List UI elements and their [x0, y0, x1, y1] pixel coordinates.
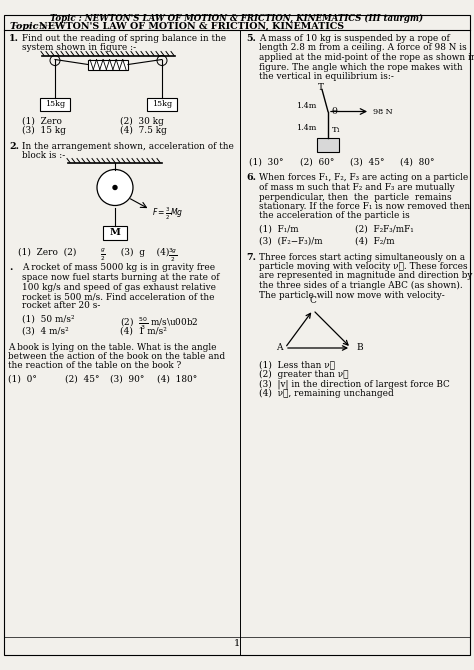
Bar: [40, 98, 70, 111]
Text: (1)  0°: (1) 0°: [8, 375, 37, 384]
Text: In the arrangement shown, acceleration of the: In the arrangement shown, acceleration o…: [22, 142, 234, 151]
Bar: [147, 98, 177, 111]
Text: 1: 1: [234, 639, 240, 647]
Text: (3)  15 kg: (3) 15 kg: [22, 126, 66, 135]
Text: A mass of 10 kg is suspended by a rope of: A mass of 10 kg is suspended by a rope o…: [259, 34, 450, 43]
Text: (3)  4 m/s²: (3) 4 m/s²: [22, 326, 69, 336]
Text: the acceleration of the particle is: the acceleration of the particle is: [259, 212, 410, 220]
Text: 15kg: 15kg: [152, 100, 172, 108]
Text: block is :-: block is :-: [22, 151, 65, 161]
Text: $\frac{3g}{2}$: $\frac{3g}{2}$: [168, 247, 177, 264]
Text: 1.4m: 1.4m: [296, 125, 316, 133]
Bar: [88, 60, 128, 70]
Text: the reaction of the table on the book ?: the reaction of the table on the book ?: [8, 362, 181, 371]
Text: (3)  (F₂−F₃)/m: (3) (F₂−F₃)/m: [259, 237, 323, 245]
Text: (3)  90°: (3) 90°: [110, 375, 145, 384]
Text: 1.: 1.: [9, 34, 19, 43]
Text: (4)  80°: (4) 80°: [400, 157, 435, 167]
Text: the vertical in equilibrium is:-: the vertical in equilibrium is:-: [259, 72, 394, 81]
Text: A book is lying on the table. What is the angle: A book is lying on the table. What is th…: [8, 342, 217, 352]
Text: (1)  Less than ν⃗: (1) Less than ν⃗: [259, 360, 335, 369]
Text: T₁: T₁: [332, 125, 341, 133]
Text: the three sides of a triangle ABC (as shown).: the three sides of a triangle ABC (as sh…: [259, 281, 463, 290]
Text: (3)  |v| in the direction of largest force BC: (3) |v| in the direction of largest forc…: [259, 379, 450, 389]
Text: NEWTON'S LAW OF MOTION & FRICTION, KINEMATICS: NEWTON'S LAW OF MOTION & FRICTION, KINEM…: [39, 22, 344, 31]
Text: (4)  F₂/m: (4) F₂/m: [355, 237, 395, 245]
Text: are represented in magnitude and direction by: are represented in magnitude and directi…: [259, 271, 473, 281]
Text: 1.4m: 1.4m: [296, 101, 316, 109]
Circle shape: [113, 186, 117, 190]
Text: M: M: [109, 228, 120, 237]
Text: rocket after 20 s-: rocket after 20 s-: [22, 302, 100, 310]
Text: 98 N: 98 N: [373, 107, 392, 115]
Circle shape: [50, 56, 60, 66]
Text: stationary. If the force F₁ is now removed then: stationary. If the force F₁ is now remov…: [259, 202, 470, 211]
Text: (2)  $\frac{50}{3}$ m/s\u00b2: (2) $\frac{50}{3}$ m/s\u00b2: [120, 315, 199, 332]
Text: The particle will now move with velocity-: The particle will now move with velocity…: [259, 291, 445, 299]
Text: .: .: [9, 263, 12, 273]
Text: (1)  Zero  (2): (1) Zero (2): [18, 247, 82, 257]
Text: When forces F₁, F₂, F₃ are acting on a particle: When forces F₁, F₂, F₃ are acting on a p…: [259, 174, 468, 182]
Bar: [103, 226, 127, 239]
Text: 5.: 5.: [246, 34, 256, 43]
Text: (4)  180°: (4) 180°: [157, 375, 197, 384]
Text: 2.: 2.: [9, 142, 19, 151]
Text: (3)  45°: (3) 45°: [350, 157, 384, 167]
Text: Topic : NEWTON'S LAW OF MOTION & FRICTION, KINEMATICS (III taurgm): Topic : NEWTON'S LAW OF MOTION & FRICTIO…: [50, 13, 424, 23]
Text: 100 kg/s and speed of gas exhaust relative: 100 kg/s and speed of gas exhaust relati…: [22, 283, 216, 291]
Text: perpendicular, then  the  particle  remains: perpendicular, then the particle remains: [259, 192, 452, 202]
Text: (2)  F₂F₃/mF₁: (2) F₂F₃/mF₁: [355, 225, 414, 234]
Text: Topic :: Topic :: [10, 22, 48, 31]
Text: 15kg: 15kg: [45, 100, 65, 108]
Text: space now fuel starts burning at the rate of: space now fuel starts burning at the rat…: [22, 273, 219, 282]
Text: between the action of the book on the table and: between the action of the book on the ta…: [8, 352, 225, 361]
Text: (2)  greater than ν⃗: (2) greater than ν⃗: [259, 369, 348, 379]
Bar: [317, 137, 339, 151]
Text: (4)  7.5 kg: (4) 7.5 kg: [120, 126, 167, 135]
Text: (1)  30°: (1) 30°: [249, 157, 283, 167]
Text: $F=\frac{3}{2}Mg$: $F=\frac{3}{2}Mg$: [152, 206, 183, 222]
Text: $\frac{g}{2}$: $\frac{g}{2}$: [100, 247, 106, 263]
Text: of mass m such that F₂ and F₃ are mutually: of mass m such that F₂ and F₃ are mutual…: [259, 183, 455, 192]
Text: (2)  60°: (2) 60°: [300, 157, 334, 167]
Text: A: A: [276, 344, 282, 352]
Text: (4)  ν⃗, remaining unchanged: (4) ν⃗, remaining unchanged: [259, 389, 394, 397]
Text: 6.: 6.: [246, 174, 256, 182]
Text: NEWTON'S LAW OF MOTION & FRICTION, KINEMATICS (III taurgm): NEWTON'S LAW OF MOTION & FRICTION, KINEM…: [10, 24, 65, 26]
Text: C: C: [310, 296, 317, 305]
Text: (1)  F₁/m: (1) F₁/m: [259, 225, 299, 234]
Text: B: B: [356, 344, 363, 352]
Text: Find out the reading of spring balance in the: Find out the reading of spring balance i…: [22, 34, 226, 43]
Text: T: T: [318, 84, 324, 92]
Text: (2)  45°: (2) 45°: [65, 375, 100, 384]
Text: figure. The angle which the rope makes with: figure. The angle which the rope makes w…: [259, 62, 463, 72]
Text: A rocket of mass 5000 kg is in gravity free: A rocket of mass 5000 kg is in gravity f…: [22, 263, 215, 273]
Circle shape: [157, 56, 167, 66]
Text: Three forces start acting simultaneously on a: Three forces start acting simultaneously…: [259, 253, 465, 261]
Text: system shown in figure :-: system shown in figure :-: [22, 44, 136, 52]
Text: θ: θ: [332, 107, 338, 115]
Text: (1)  Zero: (1) Zero: [22, 117, 62, 125]
Text: particle moving with velocity ν⃗. These forces: particle moving with velocity ν⃗. These …: [259, 262, 468, 271]
Text: applied at the mid-point of the rope as shown in: applied at the mid-point of the rope as …: [259, 53, 474, 62]
Circle shape: [97, 170, 133, 206]
Text: (4)  1 m/s²: (4) 1 m/s²: [120, 326, 167, 336]
Text: length 2.8 m from a ceiling. A force of 98 N is: length 2.8 m from a ceiling. A force of …: [259, 44, 467, 52]
Text: (3)  g    (4): (3) g (4): [115, 247, 175, 257]
Text: (2)  30 kg: (2) 30 kg: [120, 117, 164, 126]
Text: rocket is 500 m/s. Find acceleration of the: rocket is 500 m/s. Find acceleration of …: [22, 292, 215, 301]
Text: 7.: 7.: [246, 253, 256, 261]
Text: (1)  50 m/s²: (1) 50 m/s²: [22, 315, 74, 324]
